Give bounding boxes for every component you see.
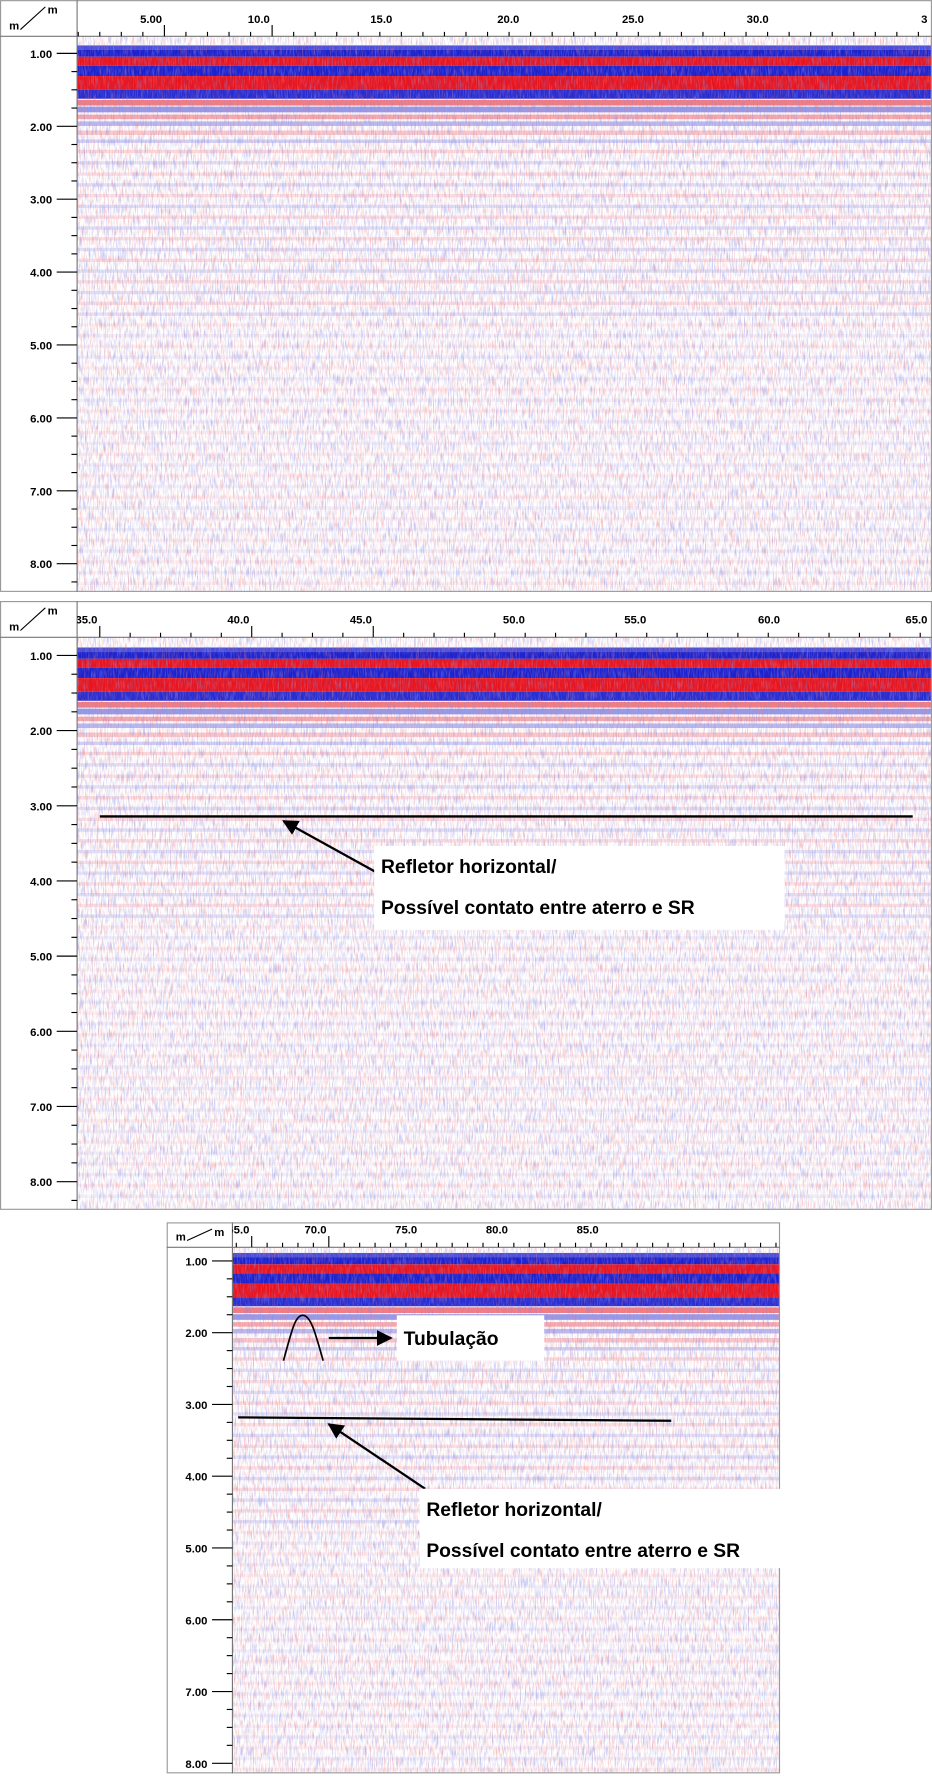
x-axis: 5.00 10.0 15.0 20.0 25.0 30.0 3 bbox=[77, 14, 927, 37]
arrow bbox=[327, 1423, 426, 1490]
x-tick-label: 30.0 bbox=[747, 14, 769, 26]
y-tick-label: 1.00 bbox=[30, 49, 52, 61]
y-tick-label: 4.00 bbox=[185, 1472, 207, 1484]
y-tick-label: 6.00 bbox=[185, 1615, 207, 1627]
x-unit: m bbox=[214, 1227, 224, 1239]
x-tick-label: 70.0 bbox=[304, 1225, 326, 1237]
x-tick-label: 45.0 bbox=[350, 615, 372, 627]
x-tick-label: 10.0 bbox=[248, 14, 270, 26]
x-tick-label: 3 bbox=[921, 14, 927, 26]
y-unit: m bbox=[9, 621, 19, 633]
noise bbox=[77, 36, 931, 591]
annotation-box bbox=[396, 1315, 545, 1361]
x-tick-label: 35.0 bbox=[75, 615, 97, 627]
annotation-text: Refletor horizontal/ bbox=[426, 1500, 602, 1521]
x-tick-label: 55.0 bbox=[624, 615, 646, 627]
gpr-panel: m m 5.00 10.0 15.0 20.0 25.0 30.0 3 1.00 2.00 3.00 4… bbox=[0, 0, 932, 592]
y-tick-label: 5.00 bbox=[30, 341, 52, 353]
x-tick-label: 75.0 bbox=[395, 1225, 417, 1237]
y-unit: m bbox=[9, 21, 19, 33]
y-tick-label: 5.00 bbox=[30, 952, 52, 964]
x-axis: 65.0 70.0 75.0 80.0 85.0 bbox=[227, 1225, 777, 1248]
x-tick-label: 20.0 bbox=[497, 14, 519, 26]
x-tick-label: 60.0 bbox=[758, 615, 780, 627]
corner-slash bbox=[20, 607, 46, 631]
y-tick-label: 2.00 bbox=[30, 122, 52, 134]
reflector-line bbox=[238, 1416, 672, 1422]
y-tick-label: 3.00 bbox=[30, 801, 52, 813]
annotation-box bbox=[374, 845, 785, 930]
annotation-text: Possível contato entre aterro e SR bbox=[381, 898, 695, 919]
x-tick-label: 80.0 bbox=[486, 1225, 508, 1237]
annotation-text: Refletor horizontal/ bbox=[381, 857, 557, 878]
x-tick-label: 15.0 bbox=[370, 14, 392, 26]
annotation-box bbox=[419, 1488, 819, 1569]
y-tick-label: 2.00 bbox=[30, 726, 52, 738]
y-tick-label: 8.00 bbox=[185, 1759, 207, 1771]
x-tick-label: 25.0 bbox=[622, 14, 644, 26]
y-tick-label: 4.00 bbox=[30, 876, 52, 888]
x-tick-label: 85.0 bbox=[577, 1225, 599, 1237]
y-unit: m bbox=[176, 1231, 186, 1243]
annotation-text: Possível contato entre aterro e SR bbox=[426, 1541, 740, 1562]
y-tick-label: 4.00 bbox=[30, 268, 52, 280]
y-tick-label: 8.00 bbox=[30, 559, 52, 571]
y-tick-label: 7.00 bbox=[185, 1687, 207, 1699]
corner-slash bbox=[20, 6, 46, 30]
radargram bbox=[77, 36, 931, 591]
x-tick-label: 50.0 bbox=[503, 615, 525, 627]
y-tick-label: 1.00 bbox=[30, 651, 52, 663]
x-tick-label: 40.0 bbox=[227, 615, 249, 627]
y-tick-label: 6.00 bbox=[30, 413, 52, 425]
x-tick-label: 65.0 bbox=[905, 615, 927, 627]
y-tick-label: 6.00 bbox=[30, 1027, 52, 1039]
x-axis: 35.0 40.0 45.0 50.0 55.0 60.0 65.0 bbox=[75, 615, 927, 638]
y-tick-label: 5.00 bbox=[185, 1544, 207, 1556]
annotation-text: Tubulação bbox=[404, 1329, 499, 1350]
x-unit: m bbox=[48, 606, 58, 618]
x-tick-label: 5.00 bbox=[140, 14, 162, 26]
y-tick-label: 7.00 bbox=[30, 486, 52, 498]
pipe-hyperbola bbox=[282, 1314, 324, 1361]
y-tick-label: 3.00 bbox=[30, 195, 52, 207]
x-tick-label: 65.0 bbox=[227, 1225, 249, 1237]
y-tick-label: 7.00 bbox=[30, 1102, 52, 1114]
y-tick-label: 1.00 bbox=[185, 1256, 207, 1268]
y-tick-label: 2.00 bbox=[185, 1328, 207, 1340]
y-tick-label: 8.00 bbox=[30, 1177, 52, 1189]
corner-slash bbox=[186, 1228, 213, 1242]
x-unit: m bbox=[48, 5, 58, 17]
y-tick-label: 3.00 bbox=[185, 1400, 207, 1412]
